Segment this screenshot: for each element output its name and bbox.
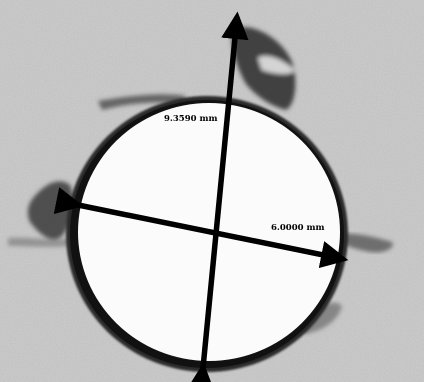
- measurement-label-vertical: 9.3590 mm: [164, 114, 217, 124]
- debris-right: [338, 233, 393, 253]
- measurement-label-horizontal: 6.0000 mm: [271, 223, 324, 233]
- diameter-arrow-horizontal: [53, 187, 349, 269]
